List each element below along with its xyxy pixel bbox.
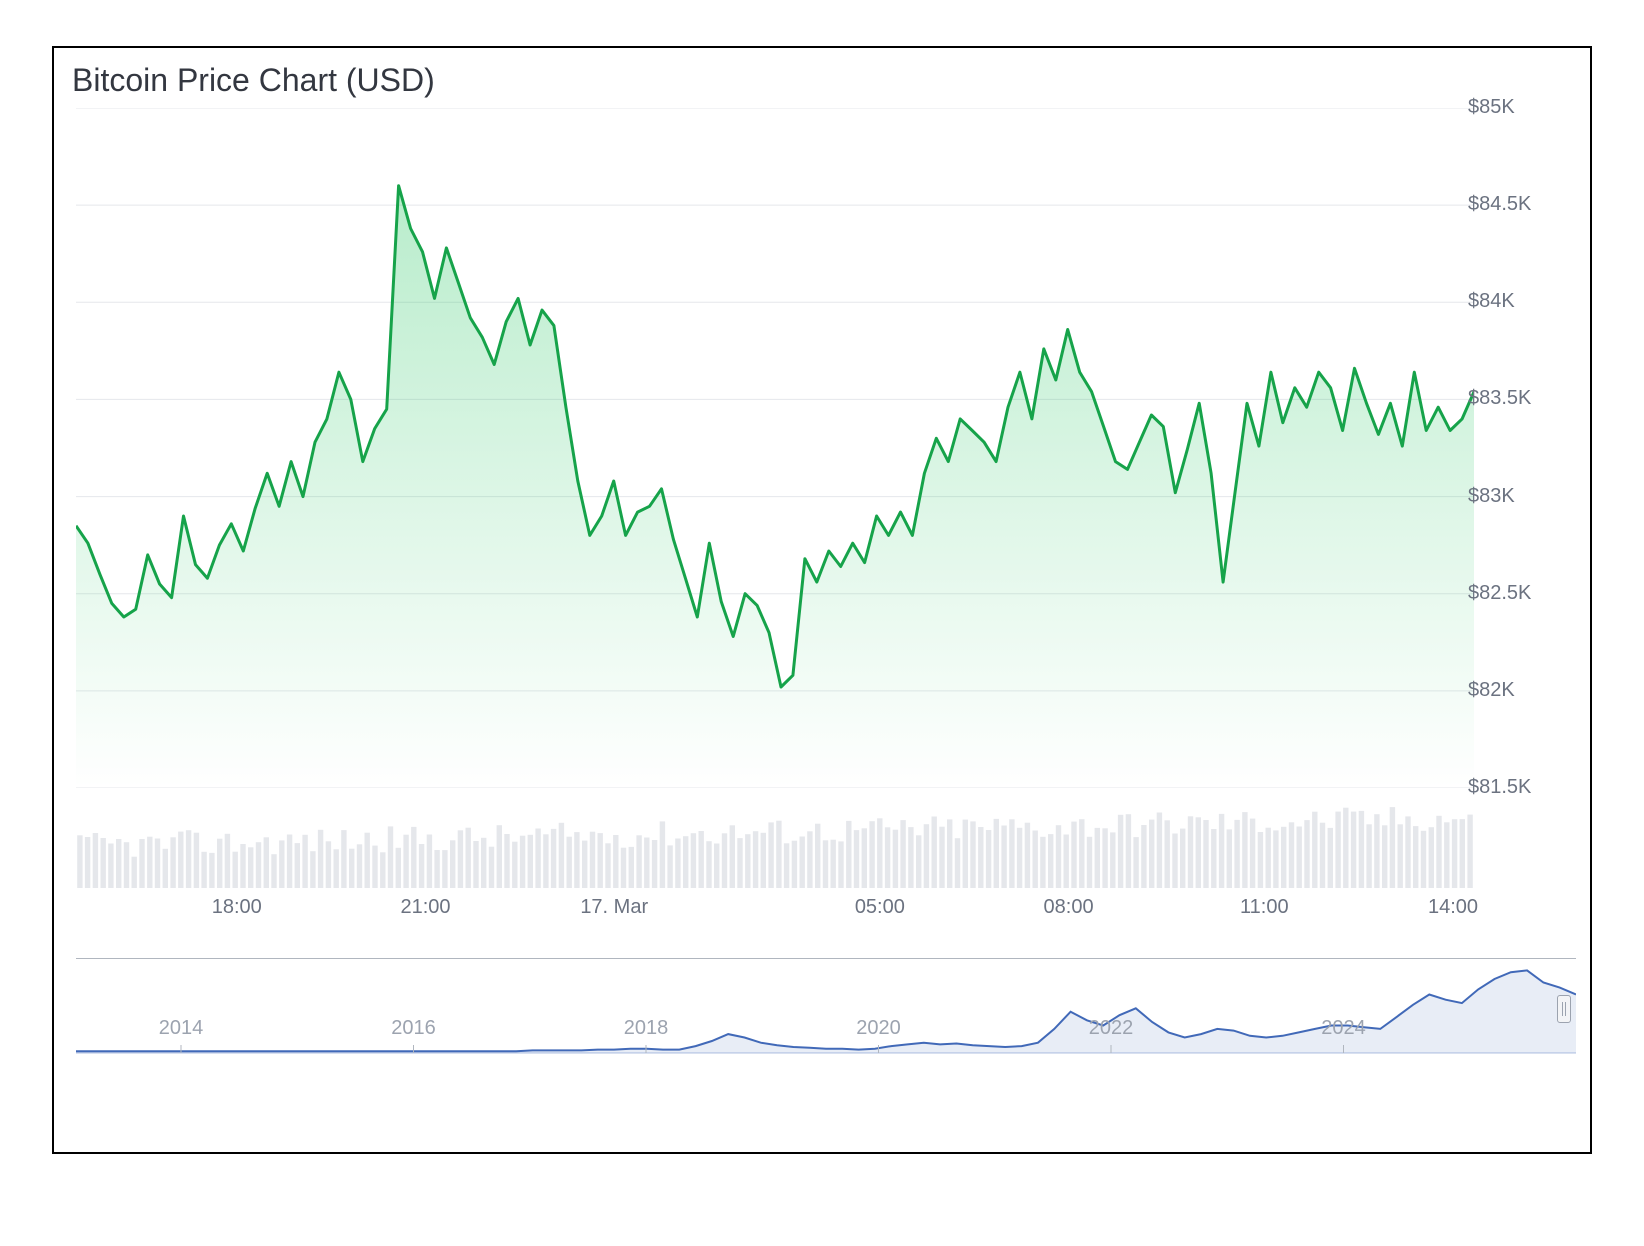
y-tick-label: $82K: [1468, 679, 1515, 702]
y-tick-label: $81.5K: [1468, 776, 1531, 799]
volume-chart: [76, 806, 1474, 888]
x-tick-label: 21:00: [400, 896, 450, 919]
navigator-handle[interactable]: [1557, 995, 1571, 1023]
navigator-year-label: 2016: [391, 1017, 436, 1040]
x-tick-label: 08:00: [1044, 896, 1094, 919]
chart-title: Bitcoin Price Chart (USD): [54, 48, 1590, 99]
navigator-year-label: 2014: [159, 1017, 204, 1040]
y-tick-label: $85K: [1468, 96, 1515, 119]
x-tick-label: 17. Mar: [580, 896, 648, 919]
x-tick-label: 11:00: [1240, 896, 1289, 919]
x-tick-label: 14:00: [1428, 896, 1478, 919]
y-tick-label: $82.5K: [1468, 582, 1531, 605]
y-tick-label: $84K: [1468, 290, 1515, 313]
x-axis: 18:0021:0017. Mar05:0008:0011:0014:00: [76, 896, 1474, 926]
y-axis: $81.5K$82K$82.5K$83K$83.5K$84K$84.5K$85K: [1468, 108, 1578, 788]
navigator-year-label: 2020: [856, 1017, 901, 1040]
main-chart[interactable]: [76, 108, 1474, 788]
x-tick-label: 05:00: [855, 896, 905, 919]
y-tick-label: $83K: [1468, 485, 1515, 508]
navigator[interactable]: 2014 2016 2018 2020 2022 2024: [76, 958, 1576, 1138]
chart-frame: Bitcoin Price Chart (USD) $81.5K $82K $82.…: [52, 46, 1592, 1154]
x-tick-label: 18:00: [212, 896, 262, 919]
y-tick-label: $84.5K: [1468, 193, 1531, 216]
navigator-year-label: 2024: [1321, 1017, 1366, 1040]
navigator-year-label: 2018: [624, 1017, 669, 1040]
navigator-year-label: 2022: [1089, 1017, 1134, 1040]
y-tick-label: $83.5K: [1468, 387, 1531, 410]
